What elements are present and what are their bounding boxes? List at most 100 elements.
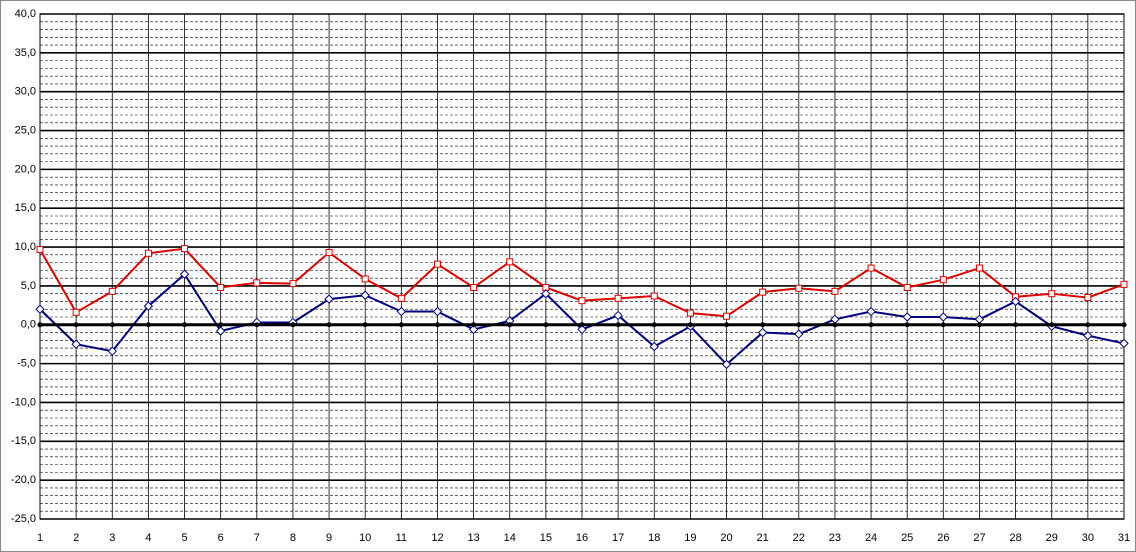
point-marker <box>179 269 190 279</box>
point-marker <box>940 322 946 328</box>
point-marker <box>613 310 623 321</box>
point-marker <box>218 322 224 328</box>
point-marker <box>360 290 370 300</box>
x-tick-label: 31 <box>1118 532 1130 544</box>
point-marker <box>398 322 404 328</box>
point-marker <box>72 308 80 316</box>
point-marker <box>396 306 407 317</box>
x-tick-label: 20 <box>720 532 732 544</box>
point-marker <box>904 322 910 328</box>
point-marker <box>1049 322 1055 328</box>
point-marker <box>832 322 838 328</box>
x-tick-label: 26 <box>937 532 949 544</box>
point-marker <box>795 284 803 292</box>
x-tick-label: 16 <box>576 532 588 544</box>
y-tick-label: 35,0 <box>15 47 36 59</box>
x-tick-label: 15 <box>540 532 552 544</box>
point-marker <box>361 275 369 283</box>
point-marker <box>109 322 115 328</box>
point-marker <box>71 339 81 349</box>
point-marker <box>217 283 225 291</box>
point-marker <box>938 312 949 322</box>
point-marker <box>543 322 549 328</box>
point-marker <box>975 264 983 272</box>
point-marker <box>651 322 657 328</box>
y-tick-label: 40,0 <box>15 8 36 20</box>
y-tick-label: -10,0 <box>11 396 36 408</box>
x-tick-label: 3 <box>109 532 115 544</box>
point-marker <box>939 276 947 284</box>
x-tick-label: 6 <box>218 532 224 544</box>
x-tick-label: 28 <box>1009 532 1021 544</box>
point-marker <box>143 301 154 311</box>
y-tick-label: 30,0 <box>15 86 36 98</box>
point-marker <box>794 329 804 339</box>
point-marker <box>434 322 440 328</box>
point-marker <box>1010 296 1021 307</box>
point-marker <box>650 292 658 300</box>
x-tick-label: 27 <box>973 532 985 544</box>
x-tick-label: 19 <box>684 532 696 544</box>
x-tick-label: 14 <box>504 532 516 544</box>
point-marker <box>723 312 731 320</box>
point-marker <box>471 322 477 328</box>
y-tick-label: 15,0 <box>15 202 36 214</box>
point-marker <box>578 297 586 305</box>
point-marker <box>686 309 694 317</box>
point-marker <box>724 322 730 328</box>
point-marker <box>868 322 874 328</box>
x-tick-label: 24 <box>865 532 877 544</box>
x-tick-label: 9 <box>326 532 332 544</box>
point-marker <box>757 327 768 338</box>
point-marker <box>35 304 45 314</box>
x-tick-label: 21 <box>757 532 769 544</box>
point-marker <box>615 322 621 328</box>
x-tick-label: 13 <box>467 532 479 544</box>
x-tick-label: 4 <box>145 532 151 544</box>
x-tick-label: 30 <box>1082 532 1094 544</box>
x-tick-label: 22 <box>793 532 805 544</box>
point-marker <box>468 324 479 335</box>
y-tick-label: -5,0 <box>17 358 36 370</box>
point-marker <box>470 283 478 291</box>
point-marker <box>215 326 226 336</box>
point-marker <box>254 322 260 328</box>
point-marker <box>182 322 188 328</box>
y-tick-label: -15,0 <box>11 435 36 447</box>
x-tick-label: 29 <box>1046 532 1058 544</box>
point-marker <box>721 359 732 370</box>
y-tick-label: -20,0 <box>11 474 36 486</box>
y-tick-label: 5,0 <box>21 280 36 292</box>
point-marker <box>614 294 622 302</box>
point-marker <box>760 322 766 328</box>
x-tick-label: 18 <box>648 532 660 544</box>
point-marker <box>579 322 585 328</box>
point-marker <box>289 280 297 288</box>
point-marker <box>145 322 151 328</box>
point-marker <box>796 322 802 328</box>
point-marker <box>902 312 912 322</box>
point-marker <box>290 322 296 328</box>
point-marker <box>326 322 332 328</box>
point-marker <box>541 288 551 299</box>
y-tick-label: 0,0 <box>21 319 36 331</box>
y-tick-label: -25,0 <box>11 513 36 525</box>
point-marker <box>507 322 513 328</box>
x-tick-label: 1 <box>37 532 43 544</box>
point-marker <box>759 288 767 296</box>
plot-frame <box>39 13 1125 520</box>
point-marker <box>324 294 334 304</box>
point-marker <box>866 306 876 317</box>
point-marker <box>73 322 79 328</box>
point-marker <box>1084 294 1092 302</box>
x-tick-label: 10 <box>359 532 371 544</box>
point-marker <box>107 346 117 356</box>
point-marker <box>1120 280 1128 288</box>
y-tick-label: 25,0 <box>15 124 36 136</box>
point-marker <box>181 245 189 253</box>
point-marker <box>1121 322 1127 328</box>
point-marker <box>1083 330 1093 341</box>
